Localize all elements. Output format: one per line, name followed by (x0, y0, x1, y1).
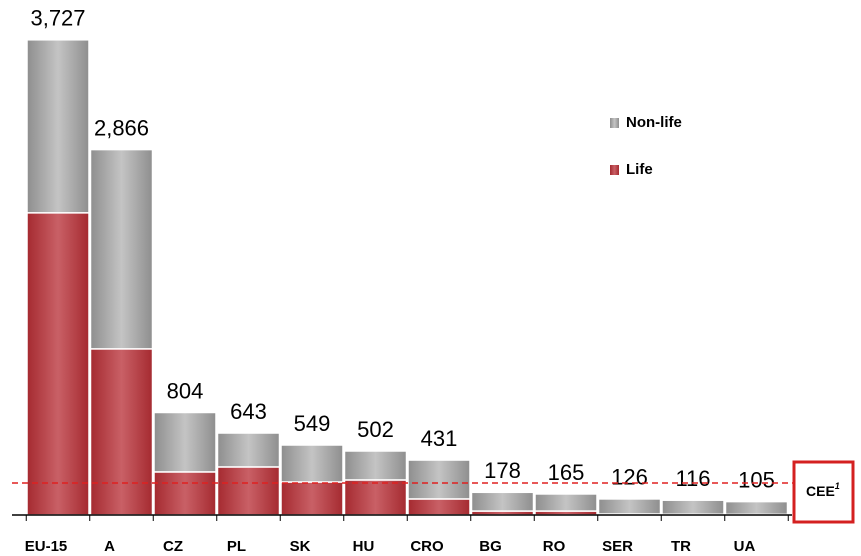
x-tick-label: PL (227, 538, 246, 555)
x-tick-label: CZ (163, 538, 183, 555)
reference-label-text: CEE (806, 483, 835, 499)
bar-segment (153, 411, 217, 473)
reference-note: 1 (835, 481, 840, 491)
x-tick-label: CRO (410, 538, 444, 555)
bar-segment (534, 493, 598, 512)
x-tick-label: EU-15 (25, 538, 68, 555)
legend-label: Non-life (626, 114, 682, 131)
x-tick-label: A (104, 538, 115, 555)
legend-swatch (610, 118, 619, 128)
bar-segment (280, 481, 344, 516)
total-label: 804 (167, 378, 204, 403)
total-label: 105 (738, 467, 775, 492)
x-tick-label: SER (602, 538, 633, 555)
bar-segment (343, 450, 408, 481)
bar-segment (661, 499, 725, 515)
reference-box (792, 460, 855, 524)
total-label: 643 (230, 399, 267, 424)
total-label: 178 (484, 458, 521, 483)
total-label: 502 (357, 417, 394, 442)
x-tick-label: SK (290, 538, 311, 555)
legend-label: Life (626, 161, 653, 178)
bar-segment (407, 498, 471, 516)
bar-segment (343, 479, 408, 516)
bar-segment (724, 500, 789, 516)
total-label: 3,727 (30, 6, 85, 31)
total-label: 549 (294, 411, 331, 436)
total-label: 2,866 (94, 115, 149, 140)
x-tick-label: HU (353, 538, 375, 555)
bar-segment (407, 459, 471, 500)
bar-segment (89, 348, 154, 516)
x-tick-label: RO (543, 538, 566, 555)
total-label: 165 (548, 460, 585, 485)
total-label: 126 (611, 465, 648, 490)
bar-segment (153, 471, 217, 516)
total-label: 431 (421, 426, 458, 451)
total-label: 116 (675, 466, 710, 491)
bar-segment (26, 39, 90, 214)
bar-segment (89, 148, 154, 350)
x-tick-label: TR (671, 538, 691, 555)
bar-segment (280, 444, 344, 483)
bar-segment (216, 466, 281, 516)
x-tick-label: UA (734, 538, 756, 555)
reference-label: CEE1 (806, 481, 840, 498)
bar-segment (597, 498, 662, 515)
x-tick-label: BG (479, 538, 502, 555)
bar-segment (26, 212, 90, 516)
bar-segment (470, 491, 535, 512)
legend-swatch (610, 165, 619, 175)
bar-segment (216, 432, 281, 468)
